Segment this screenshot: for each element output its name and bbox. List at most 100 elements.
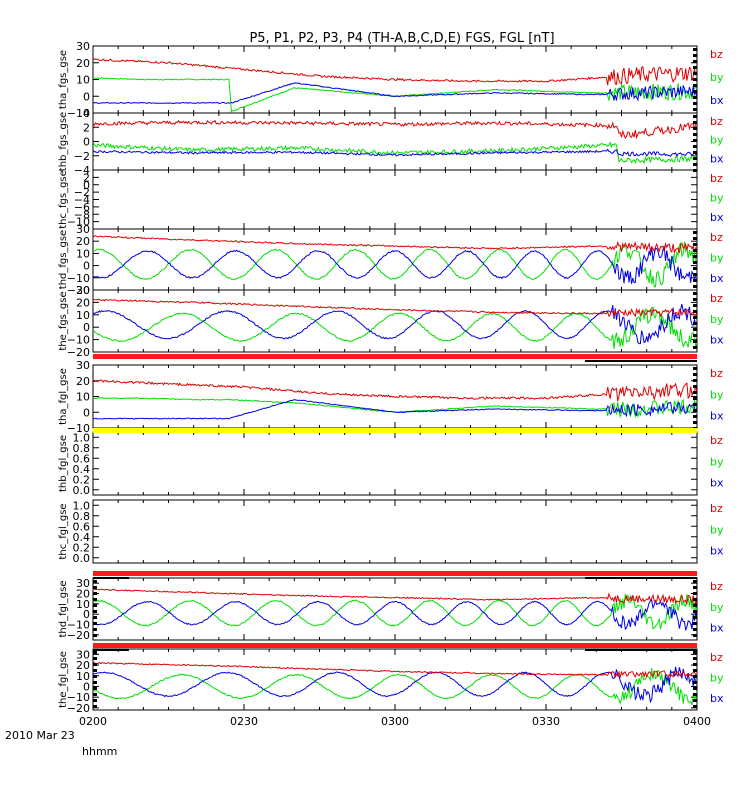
edge-mark	[93, 669, 97, 672]
edge-mark	[693, 231, 697, 234]
edge-mark	[693, 687, 697, 690]
panel-frame	[92, 648, 698, 711]
y-tick-label: 20	[76, 375, 90, 388]
y-axis-label: thc_fgs_gse	[58, 170, 69, 229]
series-line-by	[93, 668, 697, 705]
y-tick-label: 0	[83, 90, 90, 103]
legend-bx: bx	[710, 545, 724, 558]
panel-thc_fgl_gse: 1.00.80.60.40.20.0 thc_fgl_gse bz by bx	[58, 499, 724, 565]
series-line-bx	[93, 303, 697, 345]
series-line-by	[93, 306, 697, 349]
availability-marker	[585, 360, 697, 362]
edge-mark	[693, 651, 697, 654]
edge-mark	[693, 310, 697, 313]
edge-mark	[693, 628, 697, 631]
edge-mark	[693, 66, 697, 69]
edge-mark	[693, 669, 697, 672]
y-tick-label: −8	[74, 208, 90, 221]
edge-mark	[693, 409, 697, 412]
edge-mark	[693, 634, 697, 637]
edge-mark	[693, 78, 697, 81]
edge-mark	[693, 72, 697, 75]
legend-bz: bz	[710, 502, 723, 515]
edge-mark	[93, 675, 97, 678]
edge-mark	[93, 651, 97, 654]
edge-mark	[693, 693, 697, 696]
legend-bx: bx	[710, 272, 724, 285]
edge-mark	[693, 316, 697, 319]
series-line-bx	[93, 245, 697, 284]
edge-mark	[693, 421, 697, 424]
x-tick-label: 0300	[381, 715, 409, 728]
series-line-bx	[93, 599, 697, 631]
y-tick-label: 20	[76, 588, 90, 601]
edge-mark	[693, 610, 697, 613]
legend-bz: bz	[710, 172, 723, 185]
edge-mark	[93, 705, 97, 708]
edge-mark	[93, 634, 97, 637]
legend-by: by	[710, 251, 724, 264]
edge-mark	[693, 279, 697, 282]
edge-mark	[693, 328, 697, 331]
y-tick-label: 0	[83, 406, 90, 419]
edge-mark	[693, 403, 697, 406]
series-line-bz	[93, 58, 697, 86]
y-tick-label: −10	[67, 334, 90, 347]
edge-mark	[693, 285, 697, 288]
y-axis-label: thb_fgl_gse	[58, 435, 69, 492]
y-tick-label: −2	[74, 186, 90, 199]
x-tick-label: 0200	[79, 715, 107, 728]
panel-frame	[92, 228, 698, 291]
edge-mark	[93, 604, 97, 607]
edge-mark	[693, 385, 697, 388]
legend-by: by	[710, 601, 724, 614]
legend-by: by	[710, 388, 724, 401]
legend-bx: bx	[710, 622, 724, 635]
edge-mark	[693, 84, 697, 87]
legend-bz: bz	[710, 580, 723, 593]
y-tick-label: 0.6	[73, 452, 91, 465]
edge-mark	[93, 687, 97, 690]
legend-bz: bz	[710, 48, 723, 61]
edge-mark	[693, 60, 697, 63]
series-line-bx	[93, 82, 697, 105]
panel-frame	[92, 169, 698, 230]
edge-mark	[693, 151, 697, 154]
series-line-by	[93, 241, 697, 288]
panel-frame	[92, 499, 698, 564]
availability-marker	[585, 649, 697, 651]
edge-mark	[93, 657, 97, 660]
edge-mark	[93, 693, 97, 696]
y-tick-label: −10	[67, 272, 90, 285]
y-tick-label: −2	[74, 150, 90, 163]
availability-marker	[585, 577, 697, 579]
edge-mark	[693, 657, 697, 660]
edge-mark	[693, 373, 697, 376]
series-line-bz	[93, 298, 697, 318]
edge-mark	[693, 616, 697, 619]
edge-mark	[693, 121, 697, 124]
series-line-bz	[93, 588, 697, 606]
y-tick-label: 30	[76, 284, 90, 297]
y-tick-label: −10	[67, 216, 90, 229]
panel-frame	[92, 431, 698, 496]
edge-mark	[693, 96, 697, 99]
edge-mark	[693, 379, 697, 382]
y-tick-label: 0.2	[73, 473, 91, 486]
edge-mark	[693, 145, 697, 148]
y-tick-label: 30	[76, 577, 90, 590]
panel-frame	[92, 577, 698, 641]
y-tick-label: −4	[74, 194, 90, 207]
y-axis-label: thd_fgl_gse	[58, 581, 69, 638]
x-tick-label: 0330	[532, 715, 560, 728]
edge-mark	[693, 127, 697, 130]
y-tick-label: 0	[83, 321, 90, 334]
legend-bx: bx	[710, 94, 724, 107]
y-axis-label: thd_fgs_gse	[58, 230, 69, 289]
edge-mark	[693, 48, 697, 51]
edge-mark	[693, 139, 697, 142]
y-tick-label: 30	[76, 223, 90, 236]
